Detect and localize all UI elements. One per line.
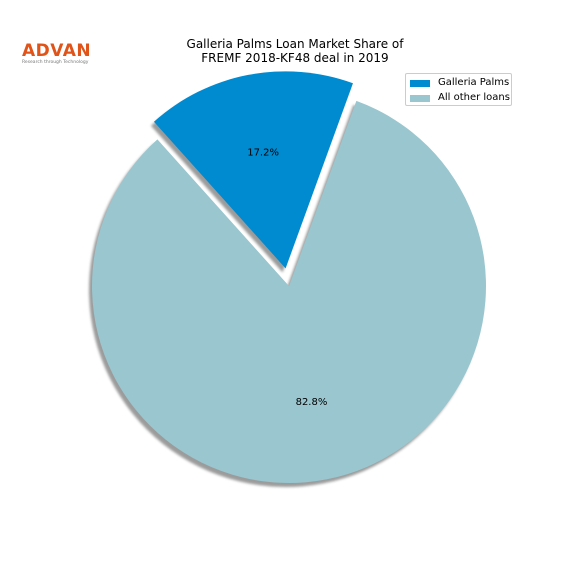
legend-label-all-other-loans: All other loans <box>438 92 510 103</box>
advan-logo: ADVAN Research through Technology <box>22 42 92 68</box>
logo-tagline: Research through Technology <box>22 60 89 65</box>
pie-label-galleria-palms: 17.2% <box>247 147 279 158</box>
pie-label-all-other-loans: 82.8% <box>296 397 328 408</box>
logo-wordmark: ADVAN <box>22 41 92 61</box>
pie-slice-galleria-palms <box>153 71 353 269</box>
legend-swatch-all-other-loans <box>410 94 430 102</box>
pie-label-layer: 17.2% 82.8% <box>247 147 327 408</box>
chart-legend: Galleria Palms All other loans <box>405 73 512 106</box>
legend-item-galleria-palms: Galleria Palms <box>410 77 509 89</box>
pie-slice-layer <box>91 71 486 484</box>
legend-item-all-other-loans: All other loans <box>410 92 510 104</box>
chart-title-line-1: Galleria Palms Loan Market Share of <box>186 37 404 51</box>
legend-label-galleria-palms: Galleria Palms <box>438 77 510 88</box>
chart-title: Galleria Palms Loan Market Share of FREM… <box>0 37 576 65</box>
legend-swatch-galleria-palms <box>410 79 430 87</box>
chart-title-line-2: FREMF 2018-KF48 deal in 2019 <box>201 51 389 65</box>
pie-slice-all-other-loans <box>91 100 486 484</box>
